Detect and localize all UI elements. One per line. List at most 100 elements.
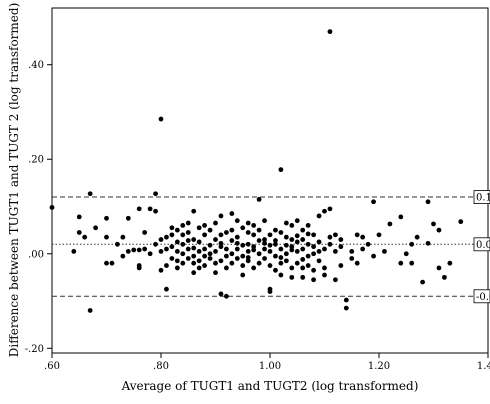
- data-point: [185, 246, 191, 252]
- x-tick-label: .80: [153, 361, 169, 372]
- data-point: [234, 234, 240, 240]
- data-point: [376, 232, 382, 238]
- data-point: [251, 265, 257, 271]
- data-point: [289, 237, 295, 242]
- data-point: [104, 260, 109, 266]
- data-point: [289, 244, 295, 250]
- data-point: [294, 218, 300, 224]
- y-tick-label: .00: [28, 249, 44, 260]
- data-point: [278, 230, 284, 235]
- data-point: [245, 230, 251, 235]
- data-point: [327, 241, 333, 247]
- data-point: [245, 220, 251, 226]
- x-axis-ticks: .60 .80 1.00 1.20 1.40: [44, 353, 490, 372]
- data-point: [224, 230, 229, 235]
- data-point: [185, 220, 191, 226]
- data-point: [76, 214, 82, 220]
- data-point: [136, 206, 142, 212]
- data-point: [153, 191, 158, 197]
- data-point: [169, 225, 175, 231]
- data-point: [262, 237, 267, 242]
- data-point: [180, 232, 186, 238]
- data-point: [305, 241, 311, 247]
- data-point: [164, 263, 169, 268]
- data-point: [93, 225, 98, 231]
- data-point: [213, 248, 218, 254]
- reference-line-label: 0.12: [476, 193, 490, 204]
- data-point: [49, 205, 55, 210]
- data-point: [425, 199, 431, 205]
- data-point: [251, 247, 257, 253]
- data-point: [256, 197, 262, 202]
- data-point: [240, 253, 246, 259]
- data-point: [262, 218, 267, 224]
- data-point: [300, 257, 306, 262]
- data-point: [202, 232, 208, 238]
- data-point: [213, 270, 218, 276]
- data-point: [191, 208, 197, 214]
- data-point: [311, 267, 316, 273]
- data-point: [224, 253, 229, 259]
- data-point: [191, 245, 197, 251]
- data-point: [338, 244, 344, 250]
- data-point: [147, 251, 153, 257]
- data-point: [316, 239, 322, 245]
- data-point: [240, 225, 246, 231]
- y-tick-label: .40: [28, 60, 44, 71]
- data-point: [305, 222, 311, 228]
- data-point: [191, 253, 197, 259]
- data-point: [218, 244, 224, 250]
- data-point: [207, 227, 213, 233]
- data-point: [283, 258, 289, 264]
- data-point: [316, 213, 322, 219]
- data-point: [158, 116, 164, 122]
- data-point: [164, 234, 169, 240]
- data-point: [267, 232, 273, 238]
- data-point: [300, 227, 306, 233]
- data-point: [414, 234, 420, 240]
- data-point: [218, 240, 224, 246]
- data-point: [202, 246, 208, 252]
- data-point: [409, 241, 415, 247]
- data-point: [158, 237, 164, 242]
- data-point: [158, 248, 164, 254]
- data-point: [125, 215, 131, 221]
- data-point: [289, 274, 295, 280]
- data-point: [289, 222, 295, 228]
- data-point: [71, 248, 77, 254]
- data-point: [218, 232, 224, 238]
- data-point: [104, 234, 109, 240]
- data-point: [229, 211, 235, 216]
- data-point: [202, 263, 208, 268]
- data-point: [333, 248, 338, 254]
- data-point: [180, 251, 186, 257]
- data-point: [256, 251, 262, 257]
- data-point: [343, 305, 349, 311]
- data-point: [365, 241, 371, 247]
- data-point: [251, 244, 257, 250]
- data-point: [322, 265, 327, 271]
- data-point: [191, 237, 197, 242]
- data-point: [305, 231, 311, 237]
- data-point: [283, 220, 289, 226]
- data-point: [458, 219, 464, 225]
- data-point: [333, 232, 338, 238]
- data-point: [191, 260, 197, 266]
- data-point: [273, 241, 278, 247]
- data-point: [196, 239, 202, 245]
- data-point: [262, 240, 267, 246]
- data-point: [76, 230, 82, 235]
- data-point: [213, 220, 218, 226]
- data-point: [234, 240, 240, 246]
- data-point: [311, 277, 316, 283]
- data-point: [311, 251, 316, 257]
- data-point: [234, 256, 240, 261]
- data-point: [360, 246, 366, 252]
- data-point: [136, 265, 142, 271]
- data-point: [245, 248, 251, 254]
- data-point: [322, 272, 327, 278]
- y-tick-label: .20: [28, 155, 44, 166]
- reference-line-label: -0.09: [476, 292, 490, 303]
- data-points: [49, 29, 464, 313]
